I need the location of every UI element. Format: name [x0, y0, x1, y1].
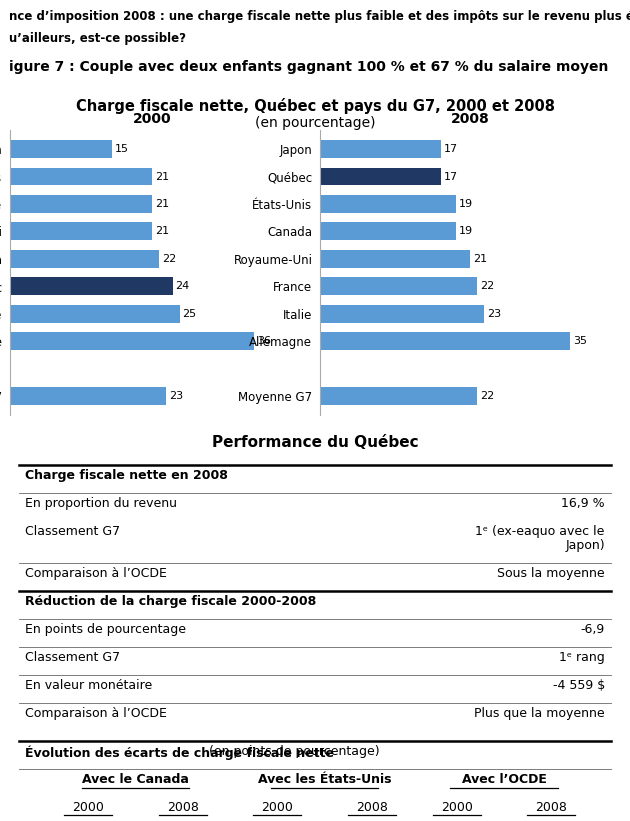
- Text: 17: 17: [444, 172, 459, 181]
- Text: (en points de pourcentage): (en points de pourcentage): [205, 745, 379, 758]
- Text: 2000: 2000: [441, 801, 472, 814]
- Bar: [10, 333, 254, 350]
- Bar: [320, 305, 484, 323]
- Text: 25: 25: [182, 309, 197, 319]
- Text: En valeur monétaire: En valeur monétaire: [25, 679, 152, 692]
- Text: -6,9: -6,9: [581, 623, 605, 636]
- Text: u’ailleurs, est-ce possible?: u’ailleurs, est-ce possible?: [9, 32, 186, 45]
- Text: 19: 19: [459, 227, 472, 236]
- Bar: [320, 387, 477, 405]
- Text: 19: 19: [459, 199, 472, 209]
- Text: 21: 21: [155, 199, 169, 209]
- Text: 24: 24: [176, 282, 190, 291]
- Text: Charge fiscale nette, Québec et pays du G7, 2000 et 2008: Charge fiscale nette, Québec et pays du …: [76, 98, 554, 114]
- Bar: [10, 195, 152, 213]
- Text: -4 559 $: -4 559 $: [553, 679, 605, 692]
- Text: Plus que la moyenne: Plus que la moyenne: [474, 707, 605, 720]
- Bar: [320, 195, 455, 213]
- Text: 21: 21: [473, 254, 487, 264]
- Text: 1ᵉ rang: 1ᵉ rang: [559, 651, 605, 664]
- Text: igure 7 : Couple avec deux enfants gagnant 100 % et 67 % du salaire moyen: igure 7 : Couple avec deux enfants gagna…: [9, 60, 609, 74]
- Text: 21: 21: [155, 172, 169, 181]
- Text: 2000: 2000: [261, 801, 293, 814]
- Text: Performance du Québec: Performance du Québec: [212, 435, 418, 450]
- Bar: [10, 387, 166, 405]
- Bar: [10, 167, 152, 186]
- Text: Avec le Canada: Avec le Canada: [82, 773, 189, 786]
- Text: (en pourcentage): (en pourcentage): [255, 116, 375, 130]
- Bar: [10, 140, 112, 158]
- Text: 2008: 2008: [536, 801, 567, 814]
- Text: En proportion du revenu: En proportion du revenu: [25, 497, 177, 510]
- Title: 2000: 2000: [133, 112, 172, 126]
- Bar: [10, 250, 159, 268]
- Text: 23: 23: [487, 309, 501, 319]
- Text: Réduction de la charge fiscale 2000-2008: Réduction de la charge fiscale 2000-2008: [25, 595, 316, 608]
- Text: 2008: 2008: [167, 801, 198, 814]
- Text: Sous la moyenne: Sous la moyenne: [497, 567, 605, 580]
- Bar: [320, 222, 455, 241]
- Text: En points de pourcentage: En points de pourcentage: [25, 623, 186, 636]
- Text: Classement G7: Classement G7: [25, 651, 120, 664]
- Text: 16,9 %: 16,9 %: [561, 497, 605, 510]
- Text: Évolution des écarts de charge fiscale nette: Évolution des écarts de charge fiscale n…: [25, 745, 334, 759]
- Text: nce d’imposition 2008 : une charge fiscale nette plus faible et des impôts sur l: nce d’imposition 2008 : une charge fisca…: [9, 10, 630, 23]
- Text: 21: 21: [155, 227, 169, 236]
- Text: Japon): Japon): [565, 539, 605, 552]
- Bar: [10, 222, 152, 241]
- Bar: [320, 140, 442, 158]
- Text: 15: 15: [115, 144, 129, 154]
- Text: Comparaison à l’OCDE: Comparaison à l’OCDE: [25, 707, 167, 720]
- Text: 2008: 2008: [356, 801, 387, 814]
- Text: 36: 36: [257, 336, 271, 346]
- Bar: [320, 250, 470, 268]
- Bar: [10, 305, 180, 323]
- Text: 22: 22: [480, 282, 494, 291]
- Text: 2000: 2000: [72, 801, 104, 814]
- Bar: [320, 277, 477, 295]
- Bar: [320, 167, 442, 186]
- Bar: [320, 333, 570, 350]
- Text: 17: 17: [444, 144, 459, 154]
- Text: Charge fiscale nette en 2008: Charge fiscale nette en 2008: [25, 469, 228, 482]
- Text: Classement G7: Classement G7: [25, 525, 120, 538]
- Text: Avec l’OCDE: Avec l’OCDE: [462, 773, 546, 786]
- Text: 22: 22: [162, 254, 176, 264]
- Text: 23: 23: [169, 391, 183, 401]
- Text: 1ᵉ (ex-eaquo avec le: 1ᵉ (ex-eaquo avec le: [476, 525, 605, 538]
- Text: 35: 35: [573, 336, 587, 346]
- Text: Comparaison à l’OCDE: Comparaison à l’OCDE: [25, 567, 167, 580]
- Bar: [10, 277, 173, 295]
- Title: 2008: 2008: [450, 112, 490, 126]
- Text: Avec les États-Unis: Avec les États-Unis: [258, 773, 391, 786]
- Text: 22: 22: [480, 391, 494, 401]
